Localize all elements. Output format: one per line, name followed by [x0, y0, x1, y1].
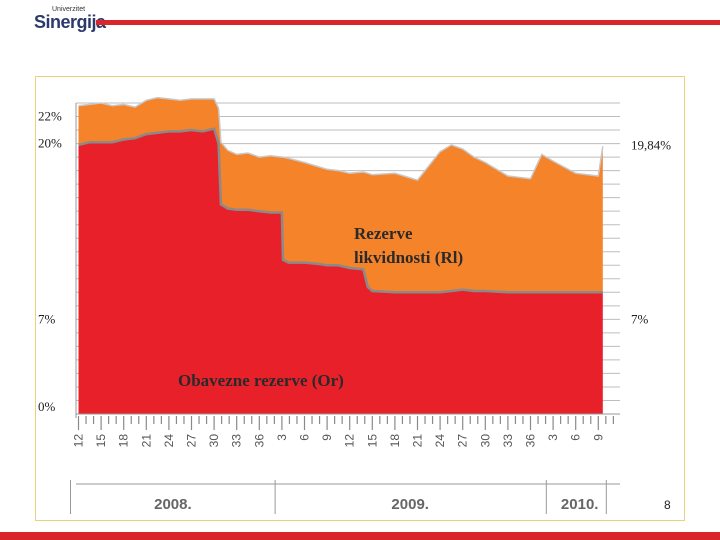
header: Univerzitet Sinergija	[0, 0, 720, 40]
x-tick-label: 15	[365, 434, 379, 448]
x-tick-label: 21	[139, 434, 153, 448]
line-obavezne-rezerve	[78, 127, 603, 294]
x-tick-label: 3	[546, 434, 560, 441]
year-label: 2010.	[561, 496, 599, 513]
footer-accent-bar	[0, 532, 720, 540]
left-value-label: 7%	[38, 311, 56, 326]
area-rezerve-likvidnosti	[78, 97, 603, 293]
left-value-label: 0%	[38, 399, 56, 414]
reserves-chart: 12 15 18 21 24 27 30 33 36 3 6 9 12 15 18 21 24 27 30 33 36 3…	[38, 96, 671, 514]
right-value-label: 19,84%	[631, 138, 671, 153]
page-number: 8	[664, 498, 671, 512]
x-tick-label: 9	[591, 434, 605, 441]
annotation-obavezne-rezerve: Obavezne rezerve (Or)	[178, 371, 344, 390]
left-value-label: 22%	[38, 109, 62, 124]
x-tick-label: 30	[207, 434, 221, 448]
logo: Univerzitet Sinergija	[8, 4, 106, 34]
x-tick-label: 24	[433, 434, 447, 448]
annotation-rezerve-likvidnosti: Rezerve	[354, 224, 413, 243]
header-accent-bar	[96, 20, 720, 25]
x-tick-label: 12	[343, 434, 357, 448]
x-tick-label: 6	[298, 434, 312, 441]
x-tick-label: 33	[501, 434, 515, 448]
x-tick-label: 18	[388, 434, 402, 448]
right-value-label: 7%	[631, 311, 649, 326]
x-tick-label: 6	[569, 434, 583, 441]
x-tick-label: 36	[524, 434, 538, 448]
logo-university-label: Univerzitet	[52, 6, 86, 13]
x-tick-label: 36	[252, 434, 266, 448]
x-tick-label: 30	[478, 434, 492, 448]
x-tick-label: 27	[185, 434, 199, 448]
logo-sinergija: Sinergija	[34, 12, 106, 32]
year-label: 2008.	[154, 496, 192, 513]
area-obavezne-rezerve	[78, 128, 603, 414]
chart-frame: 12 15 18 21 24 27 30 33 36 3 6 9 12 15 18 21 24 27 30 33 36 3…	[35, 76, 685, 521]
x-tick-label: 27	[456, 434, 470, 448]
x-tick-label: 21	[411, 434, 425, 448]
left-value-label: 20%	[38, 136, 62, 151]
annotation-rezerve-likvidnosti: likvidnosti (Rl)	[354, 248, 463, 267]
x-tick-label: 3	[275, 434, 289, 441]
x-tick-label: 9	[320, 434, 334, 441]
line-total-reserves	[78, 96, 604, 181]
year-label: 2009.	[391, 496, 429, 513]
x-tick-label: 15	[94, 434, 108, 448]
x-tick-label: 18	[117, 434, 131, 448]
x-tick-label: 33	[230, 434, 244, 448]
x-tick-label: 12	[72, 434, 86, 448]
x-tick-label: 24	[162, 434, 176, 448]
